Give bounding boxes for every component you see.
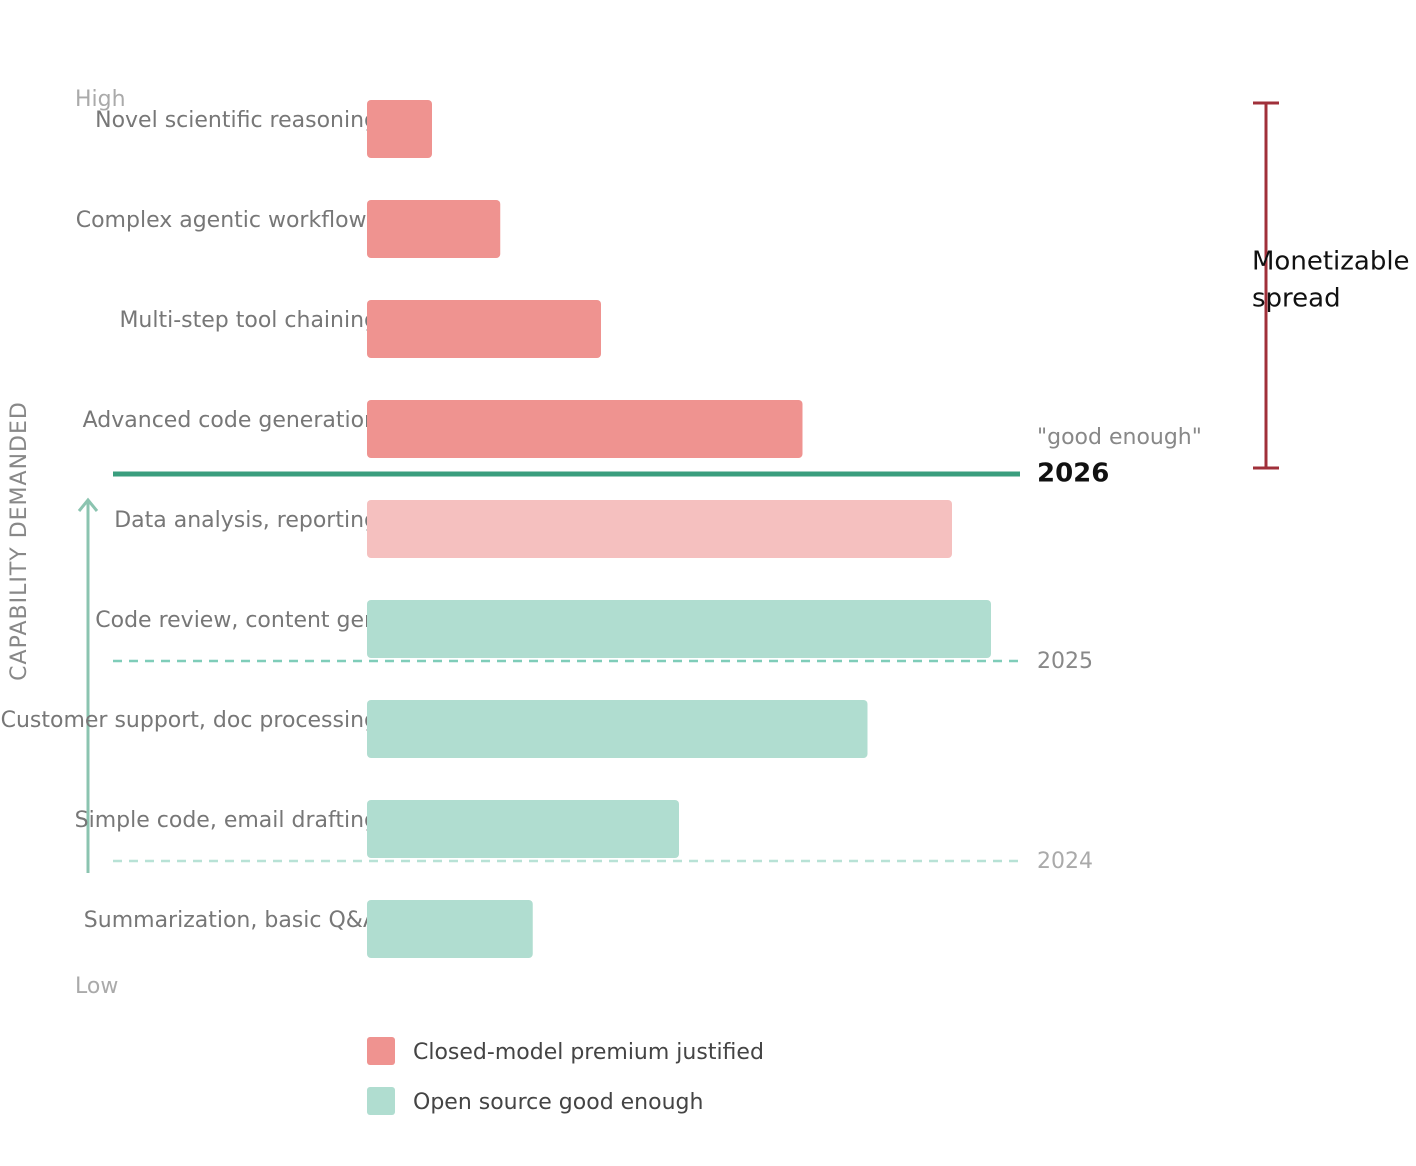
threshold-label: 2025 xyxy=(1037,649,1093,674)
legend-swatch xyxy=(367,1037,395,1065)
category-label: Customer support, doc processing xyxy=(1,708,378,733)
threshold-label: 2024 xyxy=(1037,849,1093,874)
bar xyxy=(367,300,601,358)
bar xyxy=(367,500,952,558)
threshold-label: 2026 xyxy=(1037,459,1109,489)
bar xyxy=(367,700,868,758)
bracket-label: spread xyxy=(1252,284,1341,314)
category-label: Complex agentic workflows xyxy=(76,208,378,233)
category-label: Novel scientific reasoning xyxy=(95,108,378,133)
category-label: Code review, content gen xyxy=(95,608,378,633)
category-label: Advanced code generation xyxy=(83,408,378,433)
category-label: Data analysis, reporting xyxy=(114,508,378,533)
y-axis-label: CAPABILITY DEMANDED xyxy=(7,401,32,681)
legend-label: Open source good enough xyxy=(413,1090,703,1115)
legend-swatch xyxy=(367,1087,395,1115)
bar xyxy=(367,200,501,258)
bar xyxy=(367,900,533,958)
category-label: Multi-step tool chaining xyxy=(119,308,378,333)
bracket-label: Monetizable xyxy=(1252,247,1410,277)
bar xyxy=(367,600,991,658)
threshold-note: "good enough" xyxy=(1037,425,1202,450)
category-label: Simple code, email drafting xyxy=(75,808,378,833)
bar xyxy=(367,400,803,458)
axis-arrow-head xyxy=(77,497,99,512)
y-low-label: Low xyxy=(75,974,118,999)
y-high-label: High xyxy=(75,87,126,112)
bar xyxy=(367,100,432,158)
bar xyxy=(367,800,679,858)
legend-label: Closed-model premium justified xyxy=(413,1040,764,1065)
category-label: Summarization, basic Q&A xyxy=(84,908,378,933)
